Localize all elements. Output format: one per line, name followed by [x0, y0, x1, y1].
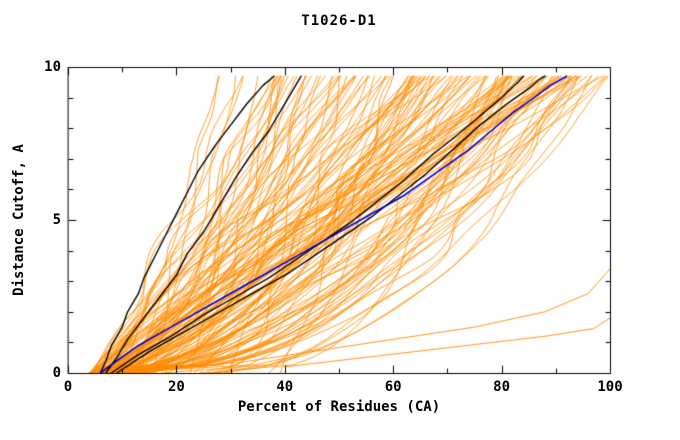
- x-tick-label: 80: [493, 379, 511, 395]
- x-tick-label: 60: [384, 379, 402, 395]
- y-tick-label: 5: [52, 212, 61, 228]
- x-tick-label: 100: [597, 379, 623, 395]
- x-tick-label: 20: [167, 379, 185, 395]
- x-tick-label: 0: [63, 379, 73, 395]
- chart-title: T1026-D1: [301, 13, 377, 29]
- y-tick-label: 10: [44, 59, 61, 75]
- y-tick-label: 0: [52, 365, 61, 381]
- x-tick-label: 40: [276, 379, 294, 395]
- y-axis-label: Distance Cutoff, A: [11, 144, 27, 296]
- x-axis-label: Percent of Residues (CA): [237, 399, 441, 415]
